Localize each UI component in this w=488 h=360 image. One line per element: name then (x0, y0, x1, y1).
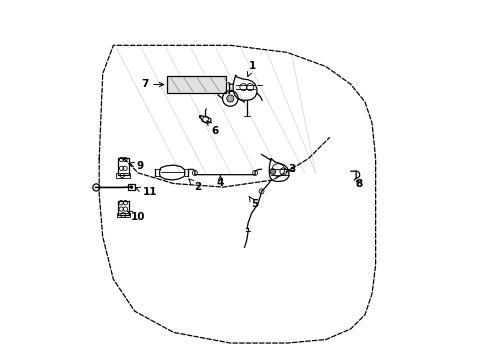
Bar (117, 213, 129, 217)
Bar (128, 184, 134, 190)
Text: 5: 5 (248, 196, 258, 209)
Bar (118, 158, 128, 175)
Text: 3: 3 (288, 165, 295, 174)
Circle shape (269, 168, 275, 174)
Text: 8: 8 (355, 179, 362, 189)
Bar (118, 201, 129, 215)
Text: 7: 7 (141, 79, 163, 89)
Bar (116, 173, 129, 177)
Text: 10: 10 (127, 211, 145, 222)
Bar (167, 76, 225, 93)
Text: 2: 2 (188, 179, 201, 192)
Text: 4: 4 (216, 175, 224, 188)
Circle shape (129, 185, 133, 189)
Text: 9: 9 (129, 161, 143, 171)
Text: 1: 1 (247, 60, 255, 77)
Circle shape (226, 95, 233, 102)
Text: 11: 11 (135, 187, 157, 197)
Text: 6: 6 (206, 121, 219, 136)
